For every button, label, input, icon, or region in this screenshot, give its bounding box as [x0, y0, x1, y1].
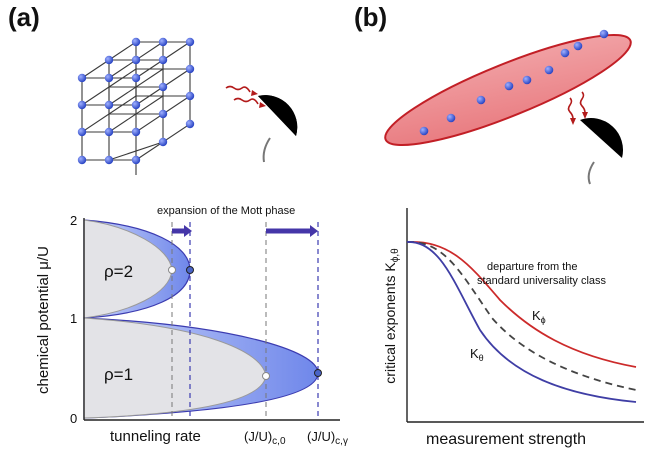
mott-expansion-label: expansion of the Mott phase: [157, 205, 295, 217]
ytick-2: 2: [70, 213, 77, 228]
phase-diagram: [83, 218, 340, 421]
photon-arrows-b-icon: [567, 91, 588, 125]
k-theta-label: Kθ: [470, 346, 484, 363]
curve-k-phi: [406, 241, 637, 368]
cloud-atoms: [419, 29, 609, 136]
x-axis-label-b: measurement strength: [426, 431, 586, 448]
y-axis-label-a: chemical potential μ/U: [35, 246, 52, 394]
note-line-1: departure from the: [487, 261, 578, 273]
y-axis-label-b: critical exponents Kϕ,θ: [382, 248, 401, 384]
detector-a-icon: [258, 95, 298, 163]
phase-rho2-label: ρ=2: [104, 262, 133, 281]
k-phi-label: Kϕ: [532, 308, 546, 325]
detector-b-icon: [580, 118, 624, 185]
exponent-plot: [406, 208, 644, 423]
ytick-0: 0: [70, 411, 77, 426]
panel-b-label: (b): [354, 2, 388, 32]
note-line-2: standard universality class: [477, 275, 607, 287]
curve-k-theta: [406, 241, 637, 403]
ytick-1: 1: [70, 311, 77, 326]
panel-a-label: (a): [8, 2, 40, 32]
crit-gamma-label: (J/U)c,γ: [307, 429, 348, 447]
x-axis-label-a: tunneling rate: [110, 428, 201, 445]
crit-0-label: (J/U)c,0: [244, 429, 286, 447]
lattice-atoms: [77, 37, 195, 165]
phase-rho1-label: ρ=1: [104, 365, 133, 384]
photon-arrows-a-icon: [225, 85, 266, 108]
